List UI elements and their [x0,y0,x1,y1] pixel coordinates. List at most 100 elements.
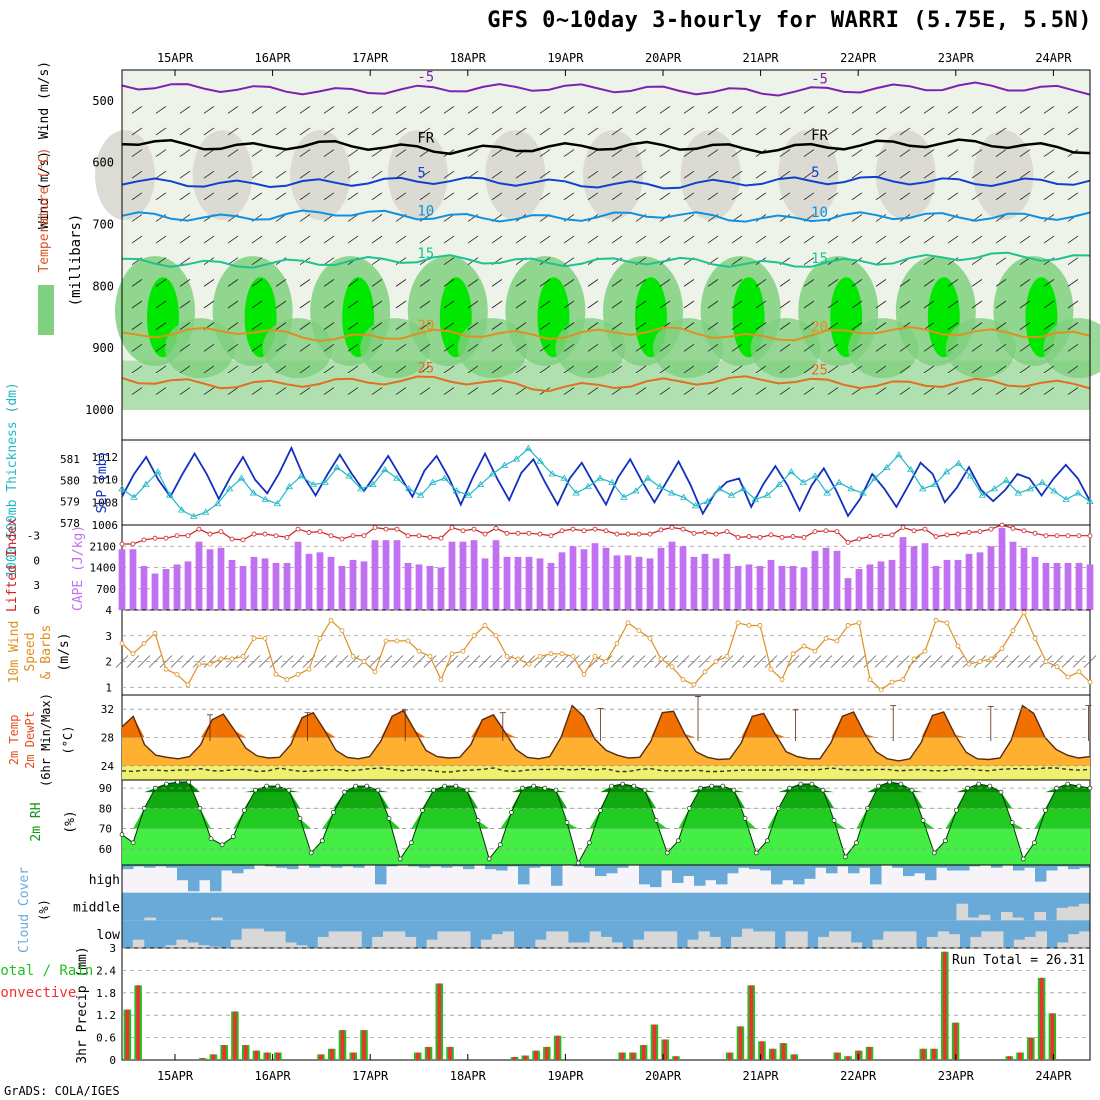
convective-bar [846,1056,850,1060]
wind-barb [347,214,359,222]
wind-barb [731,387,743,395]
lifted-index-marker [295,526,301,532]
wind-barb [1019,127,1031,136]
cape-bar [1086,564,1094,610]
wind-speed-marker [350,653,356,659]
cloud-high-bar [529,865,541,868]
thickness-marker [668,489,676,496]
wind-barb [371,149,383,157]
wind-barb [995,322,1007,330]
wind-barb [779,192,791,201]
lifted-index-marker [680,526,686,532]
wind-barb [395,343,407,352]
wind-barb [797,655,811,668]
wind-barb [371,300,383,309]
thickness-marker [1086,497,1094,505]
wind-barb [779,127,791,136]
wind-barb [632,655,646,668]
wind-barb [851,214,863,222]
wind-barb [995,655,1009,668]
wind-barb [803,235,815,244]
wind-barb [179,257,191,266]
cape-bar [503,556,511,610]
wind-barb [148,655,162,668]
wind-barb [1067,343,1079,352]
wind-barb [203,343,215,352]
thickness-marker [751,495,760,502]
wind-barb [899,300,911,309]
temp-label: 2m DewPt [23,711,37,769]
wind-barb [227,279,239,287]
lifted-index-marker [834,529,840,535]
wind-barb [755,300,767,309]
rh-marker [1087,785,1093,791]
rh-marker [453,783,459,789]
wind-barb [899,235,911,244]
wind-barb [803,192,815,201]
thickness-marker [644,474,652,481]
wind-barb [467,149,479,157]
wind-barb [563,235,575,244]
wind-barb [227,170,239,179]
cloud-high-bar [419,865,431,868]
rh-area [680,130,741,221]
cloud-high-bar [914,865,926,874]
wind-barb [203,365,215,374]
wind-barb [395,170,407,179]
convective-bar [749,985,754,1060]
cloud-low-bar [665,931,678,948]
wind-barb [227,343,239,352]
wind-barb [635,170,647,179]
top-date-label: 23APR [938,51,975,65]
wind-barb [1043,300,1055,309]
wind-label: 10m Wind [7,621,22,684]
wind-barb [515,127,527,136]
thickness-marker [859,489,867,496]
lifted-index-marker [790,534,796,539]
wind-barb [251,279,263,287]
cloud-low-bar [285,942,297,948]
wind-speed-marker [933,617,939,623]
wind-barb [491,192,503,201]
cloud-cover-panel: high middle low Cloud Cover (%) [17,864,1091,953]
cloud-high-bar [408,865,420,867]
wind-speed-marker [823,635,829,641]
wind-speed-marker [1032,635,1038,641]
cloud-low-bar [480,939,493,948]
wind-barb [155,105,167,114]
rh-swatch [38,285,54,335]
convective-bar [663,1039,667,1060]
cape-bar [1064,562,1072,610]
thickness-marker [883,463,891,471]
cloud-low-bar [883,931,895,948]
cape-bar [393,540,401,610]
wind-barb [155,300,167,309]
thickness-marker [835,478,843,485]
cloud-high-bar [804,865,816,879]
lifted-index-marker [636,531,642,537]
wind-barb [731,322,743,330]
wind-barb [515,279,527,287]
bottom-date-label: 19APR [547,1069,584,1083]
wind-barb [827,235,839,244]
wind-barb [611,365,623,374]
cape-bar [1009,541,1017,610]
wind-barb [395,387,407,395]
wind-tick: 1 [105,681,112,694]
lifted-index-marker [1054,533,1060,539]
wind-barb [755,279,767,287]
cloud-high-bar [199,865,211,881]
wind-barb [395,322,407,330]
wind-barb [299,279,311,287]
wind-barb [827,387,839,395]
cloud-high-bar [551,865,563,886]
wind-barb [275,365,287,374]
wind-barb [841,655,855,668]
cape-bar [338,565,346,610]
thickness-tick: 580 [60,474,80,487]
wind-barb [731,235,743,244]
wind-barb [203,149,215,157]
wind-speed-marker [845,623,851,628]
cloud-low-bar [296,945,308,948]
lifted-index-marker [614,531,620,537]
